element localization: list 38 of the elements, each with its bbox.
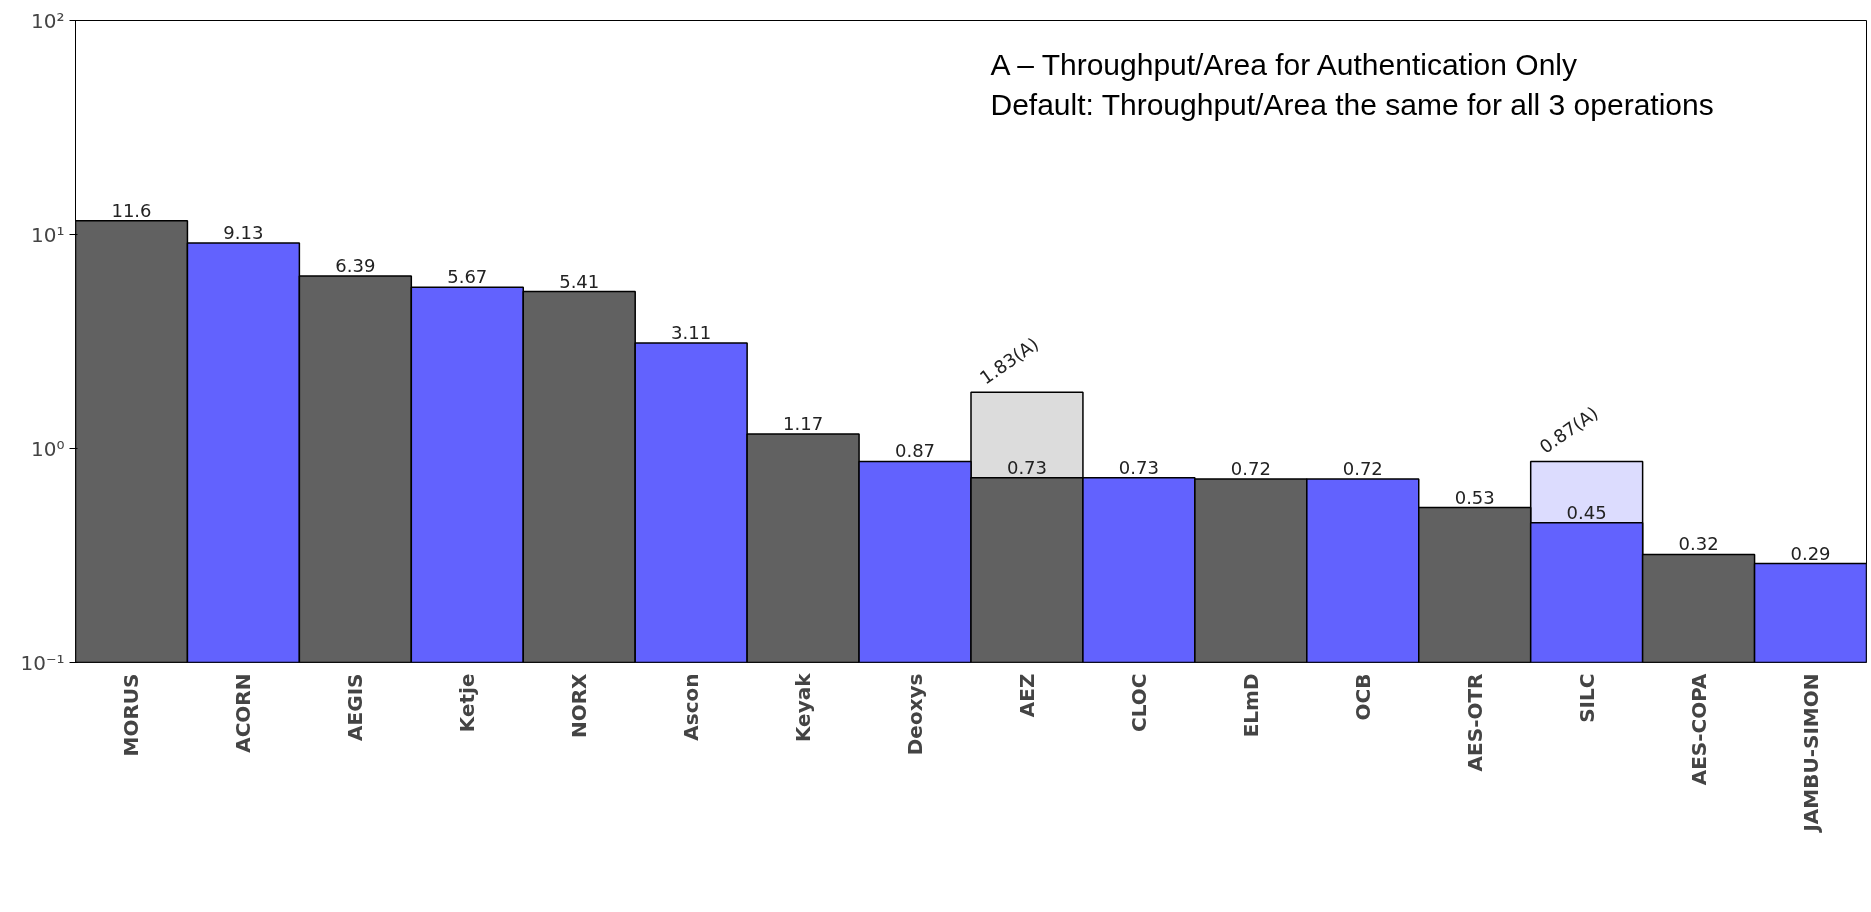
x-tick-label: Deoxys bbox=[903, 673, 928, 756]
y-tick-label: 10⁰ bbox=[31, 436, 65, 461]
data-label: 11.6 bbox=[111, 199, 152, 221]
data-label: 9.13 bbox=[223, 221, 264, 243]
x-tick-label: MORUS bbox=[119, 673, 144, 757]
x-tick-label: Keyak bbox=[791, 672, 816, 743]
x-tick-label: AES-OTR bbox=[1462, 673, 1487, 772]
data-label: 0.45 bbox=[1566, 501, 1607, 523]
x-tick-label: OCB bbox=[1350, 673, 1375, 721]
data-label: 0.32 bbox=[1678, 533, 1719, 555]
data-label: 0.72 bbox=[1342, 458, 1383, 480]
x-tick-label: NORX bbox=[567, 672, 592, 739]
data-label: 5.67 bbox=[447, 266, 488, 288]
data-label: 0.73 bbox=[1006, 456, 1048, 478]
x-tick-label: AEZ bbox=[1014, 673, 1039, 718]
annotation: Default: Throughput/Area the same for all 3 operations bbox=[990, 87, 1714, 121]
data-label: 0.53 bbox=[1454, 486, 1495, 508]
annotation: A – Throughput/Area for Authentication Only bbox=[990, 47, 1577, 81]
x-tick-label: ELmD bbox=[1238, 673, 1263, 738]
x-tick-label: AEGIS bbox=[343, 673, 368, 741]
data-label: 3.11 bbox=[671, 322, 712, 344]
x-tick-label: Ketje bbox=[455, 673, 480, 733]
x-tick-label: CLOC bbox=[1126, 673, 1151, 732]
y-tick-label: 10⁻¹ bbox=[20, 650, 65, 675]
x-tick-label: AES-COPA bbox=[1686, 672, 1711, 786]
x-tick-label: SILC bbox=[1574, 673, 1599, 723]
data-label: 0.87 bbox=[894, 440, 936, 462]
y-tick-label: 10² bbox=[31, 8, 65, 33]
data-label: 5.41 bbox=[559, 270, 600, 292]
data-label: 0.29 bbox=[1790, 542, 1831, 564]
x-tick-label: Ascon bbox=[679, 673, 704, 741]
data-label: 0.73 bbox=[1118, 456, 1159, 478]
x-tick-label: ACORN bbox=[231, 673, 256, 753]
data-label: 0.72 bbox=[1230, 458, 1271, 480]
y-tick-label: 10¹ bbox=[31, 222, 65, 247]
x-tick-label: JAMBU-SIMON bbox=[1798, 673, 1823, 834]
data-label: 1.17 bbox=[783, 412, 824, 434]
data-label: 6.39 bbox=[335, 255, 376, 277]
